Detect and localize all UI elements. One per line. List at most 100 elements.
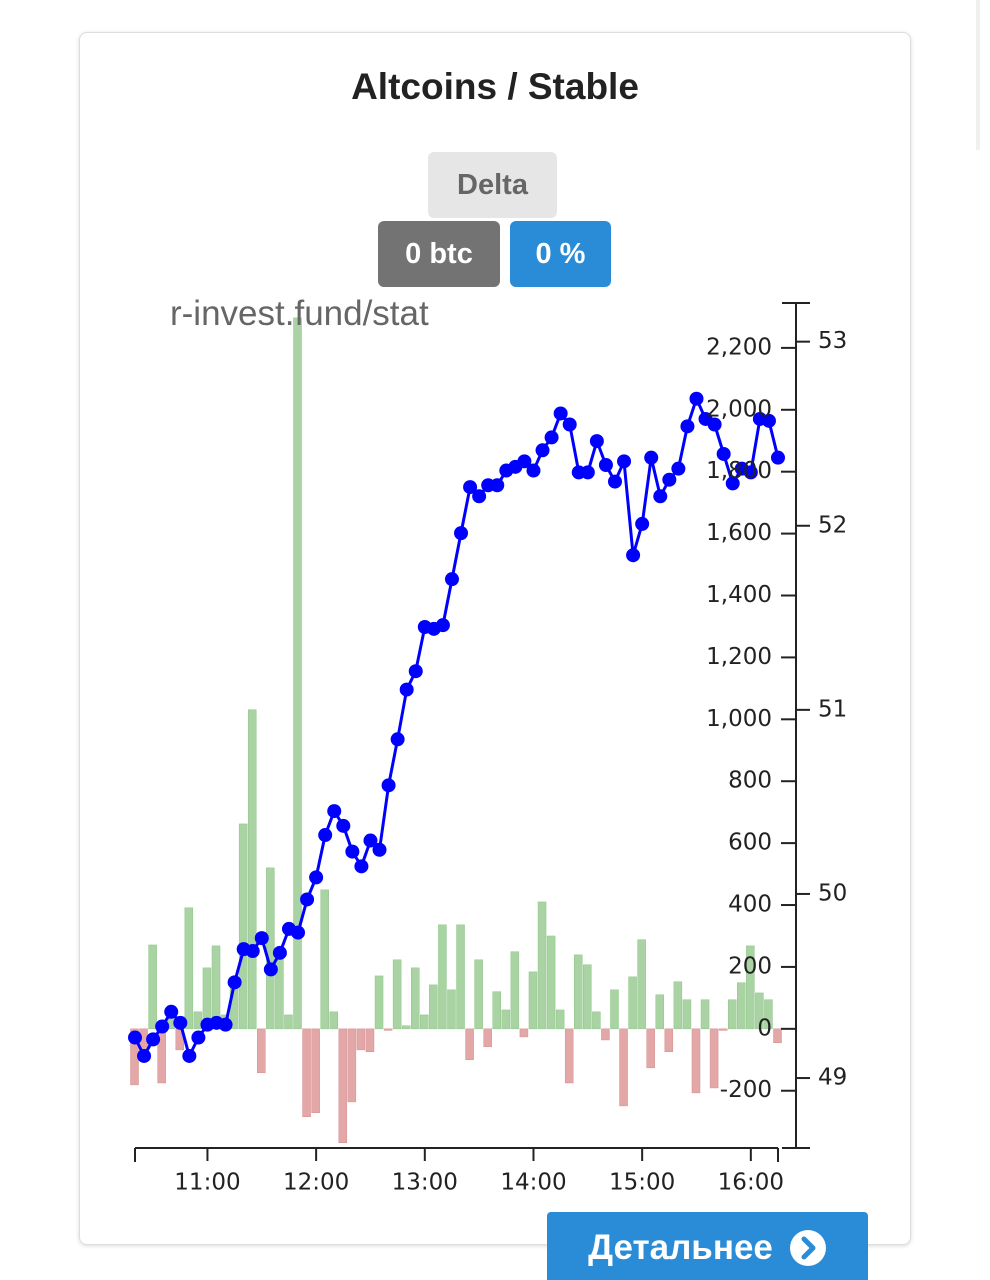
point bbox=[318, 828, 333, 843]
point bbox=[725, 476, 740, 491]
bar bbox=[673, 981, 683, 1030]
bar bbox=[664, 1028, 674, 1052]
y-tick-label: 800 bbox=[728, 768, 772, 794]
point bbox=[155, 1019, 170, 1034]
point bbox=[535, 443, 550, 458]
point bbox=[517, 454, 532, 469]
y-tick-label: 2,000 bbox=[706, 396, 772, 422]
bar bbox=[546, 935, 556, 1030]
bar bbox=[700, 999, 710, 1030]
point bbox=[743, 465, 758, 480]
bar bbox=[628, 976, 637, 1030]
point bbox=[182, 1048, 197, 1063]
x-tick-label: 11:00 bbox=[174, 1170, 240, 1196]
point bbox=[399, 682, 414, 697]
point bbox=[327, 804, 342, 819]
y-tick-label: 600 bbox=[728, 830, 772, 856]
y-tick-label: 400 bbox=[728, 892, 772, 918]
bar bbox=[302, 1028, 311, 1117]
bar bbox=[773, 1028, 782, 1044]
point bbox=[635, 516, 650, 531]
point bbox=[472, 489, 487, 504]
point bbox=[227, 975, 242, 990]
bar bbox=[755, 992, 764, 1030]
point bbox=[444, 572, 459, 587]
point bbox=[336, 818, 351, 833]
y-tick-label: 1,800 bbox=[706, 458, 772, 484]
point bbox=[653, 489, 668, 504]
bar bbox=[293, 317, 302, 1030]
bar bbox=[492, 991, 502, 1030]
bar bbox=[356, 1028, 366, 1051]
bar bbox=[392, 959, 402, 1030]
bar bbox=[519, 1028, 529, 1038]
point bbox=[680, 419, 695, 434]
bar bbox=[610, 989, 619, 1030]
y2-tick-label: 52 bbox=[818, 512, 847, 538]
bar bbox=[320, 889, 329, 1030]
y2-tick-label: 53 bbox=[818, 328, 847, 354]
bar bbox=[311, 1028, 320, 1113]
bar bbox=[429, 984, 438, 1030]
percent-button[interactable]: 0 % bbox=[510, 221, 611, 287]
btc-button[interactable]: 0 btc bbox=[378, 221, 500, 287]
point bbox=[626, 548, 641, 563]
y-tick-label: 1,000 bbox=[706, 706, 772, 732]
point bbox=[408, 664, 423, 679]
bar bbox=[691, 1028, 701, 1094]
point bbox=[689, 391, 704, 406]
scroll-strip bbox=[976, 0, 980, 150]
x-tick-label: 16:00 bbox=[718, 1170, 784, 1196]
x-tick-label: 15:00 bbox=[609, 1170, 675, 1196]
bar bbox=[583, 964, 592, 1030]
point bbox=[300, 892, 315, 907]
delta-button[interactable]: Delta bbox=[428, 152, 557, 218]
bar bbox=[447, 989, 456, 1030]
details-label: Детальнее bbox=[588, 1228, 773, 1267]
point bbox=[490, 478, 505, 493]
bar bbox=[682, 999, 692, 1030]
details-button[interactable]: Детальнее bbox=[547, 1212, 868, 1280]
point bbox=[146, 1032, 161, 1047]
bar bbox=[193, 1011, 203, 1030]
bar bbox=[247, 709, 257, 1030]
y-tick-label: 1,600 bbox=[706, 520, 772, 546]
bar bbox=[601, 1028, 610, 1041]
bar bbox=[347, 1028, 357, 1103]
point bbox=[761, 413, 776, 428]
point bbox=[771, 450, 785, 465]
point bbox=[363, 833, 378, 848]
point bbox=[164, 1004, 179, 1019]
y-tick-label: -200 bbox=[720, 1077, 772, 1103]
chevron-icon bbox=[789, 1230, 826, 1266]
bar bbox=[564, 1028, 574, 1084]
bar bbox=[238, 823, 248, 1030]
point bbox=[128, 1030, 142, 1045]
point bbox=[553, 406, 568, 421]
bar bbox=[410, 967, 420, 1030]
point bbox=[245, 944, 260, 959]
x-tick-label: 13:00 bbox=[392, 1170, 458, 1196]
bar bbox=[727, 999, 737, 1030]
bar bbox=[374, 975, 384, 1030]
point bbox=[263, 962, 278, 977]
bar bbox=[501, 1009, 511, 1030]
bar bbox=[148, 944, 157, 1030]
bar bbox=[764, 999, 773, 1030]
point bbox=[354, 859, 369, 874]
point bbox=[191, 1030, 206, 1045]
bar bbox=[746, 945, 755, 1030]
point bbox=[707, 417, 722, 432]
point bbox=[580, 465, 595, 480]
bar bbox=[338, 1028, 348, 1143]
point bbox=[662, 472, 677, 487]
point bbox=[589, 434, 604, 449]
bar bbox=[284, 1014, 293, 1030]
point bbox=[137, 1048, 152, 1063]
bar bbox=[465, 1028, 474, 1061]
point bbox=[671, 461, 686, 476]
point bbox=[526, 463, 541, 478]
point bbox=[607, 474, 622, 489]
